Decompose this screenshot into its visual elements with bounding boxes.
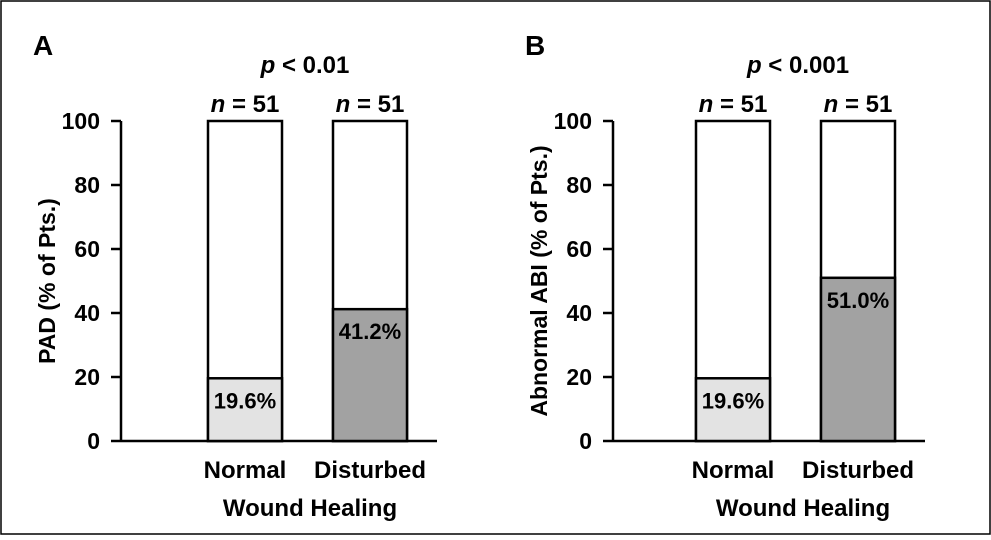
x-category-label: Normal [204,457,287,484]
y-tick-label: 80 [566,172,592,198]
bar-normal [206,377,284,443]
y-tick-label: 0 [87,428,100,454]
n-label: n = 51 [336,91,405,118]
y-tick-label: 0 [579,428,592,454]
panel-label: A [33,30,53,61]
bar-disturbed [819,276,897,443]
y-tick-label: 100 [554,108,592,134]
panel-label: B [525,30,545,61]
y-tick-label: 60 [74,236,100,262]
bar-value-label: 41.2% [339,319,401,344]
y-tick-label: 60 [566,236,592,262]
y-tick-label: 100 [62,108,100,134]
panel-a: Ap < 0.01 0 20 40 60 80 100 PAD (% of Pts.) 19.6… [33,30,437,522]
y-tick-label: 80 [74,172,100,198]
bar-value-label: 19.6% [214,388,276,413]
bar-normal [694,377,772,443]
bar-disturbed [331,307,409,443]
y-tick-label: 20 [74,364,100,390]
x-axis-label: Wound Healing [223,495,397,522]
chart-title: p < 0.01 [260,52,350,79]
bar-value-label: 51.0% [827,288,889,313]
chart-title: p < 0.001 [746,52,849,79]
y-tick-label: 20 [566,364,592,390]
x-category-label: Disturbed [802,457,914,484]
x-category-label: Disturbed [314,457,426,484]
n-label: n = 51 [824,91,893,118]
y-tick-label: 40 [566,300,592,326]
x-axis-label: Wound Healing [716,495,890,522]
y-tick-label: 40 [74,300,100,326]
n-label: n = 51 [211,91,280,118]
y-axis-label: PAD (% of Pts.) [34,198,60,364]
y-axis-label: Abnormal ABI (% of Pts.) [526,145,552,416]
x-category-label: Normal [692,457,775,484]
bar-value-label: 19.6% [702,388,764,413]
n-label: n = 51 [699,91,768,118]
